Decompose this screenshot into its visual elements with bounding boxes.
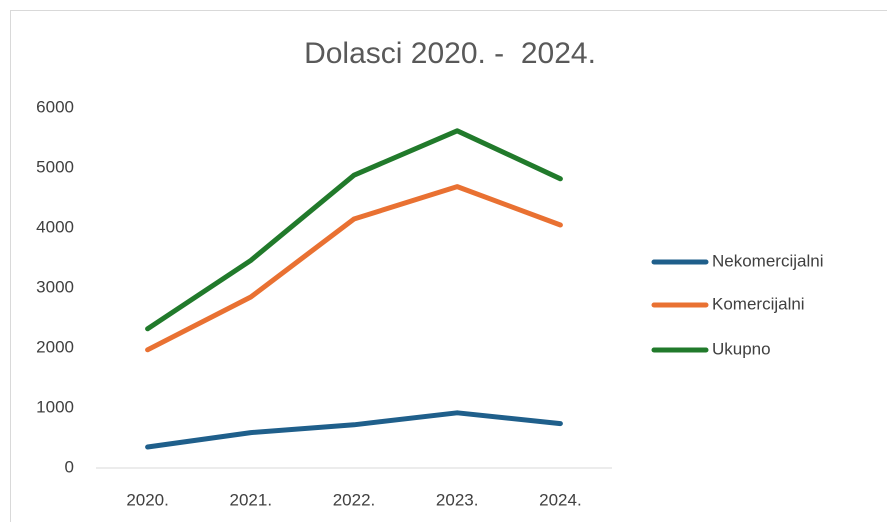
y-tick-label: 6000 [36, 97, 74, 116]
x-tick-label: 2021. [230, 490, 273, 509]
y-tick-label: 1000 [36, 397, 74, 416]
series-line [145, 410, 563, 450]
series-line [145, 128, 563, 332]
x-tick-label: 2024. [539, 490, 582, 509]
y-tick-label: 4000 [36, 217, 74, 236]
chart-frame [10, 10, 887, 522]
x-tick-label: 2023. [436, 490, 479, 509]
y-tick-label: 5000 [36, 157, 74, 176]
x-tick-label: 2020. [126, 490, 169, 509]
y-tick-label: 2000 [36, 337, 74, 356]
chart-title: Dolasci 2020. - 2024. [304, 37, 596, 70]
x-tick-label: 2022. [333, 490, 376, 509]
legend-label: Nekomercijalni [712, 251, 823, 270]
series-line [145, 184, 563, 353]
legend-label: Komercijalni [712, 294, 805, 313]
legend-label: Ukupno [712, 339, 771, 358]
y-tick-label: 3000 [36, 277, 74, 296]
y-tick-label: 0 [65, 457, 74, 476]
